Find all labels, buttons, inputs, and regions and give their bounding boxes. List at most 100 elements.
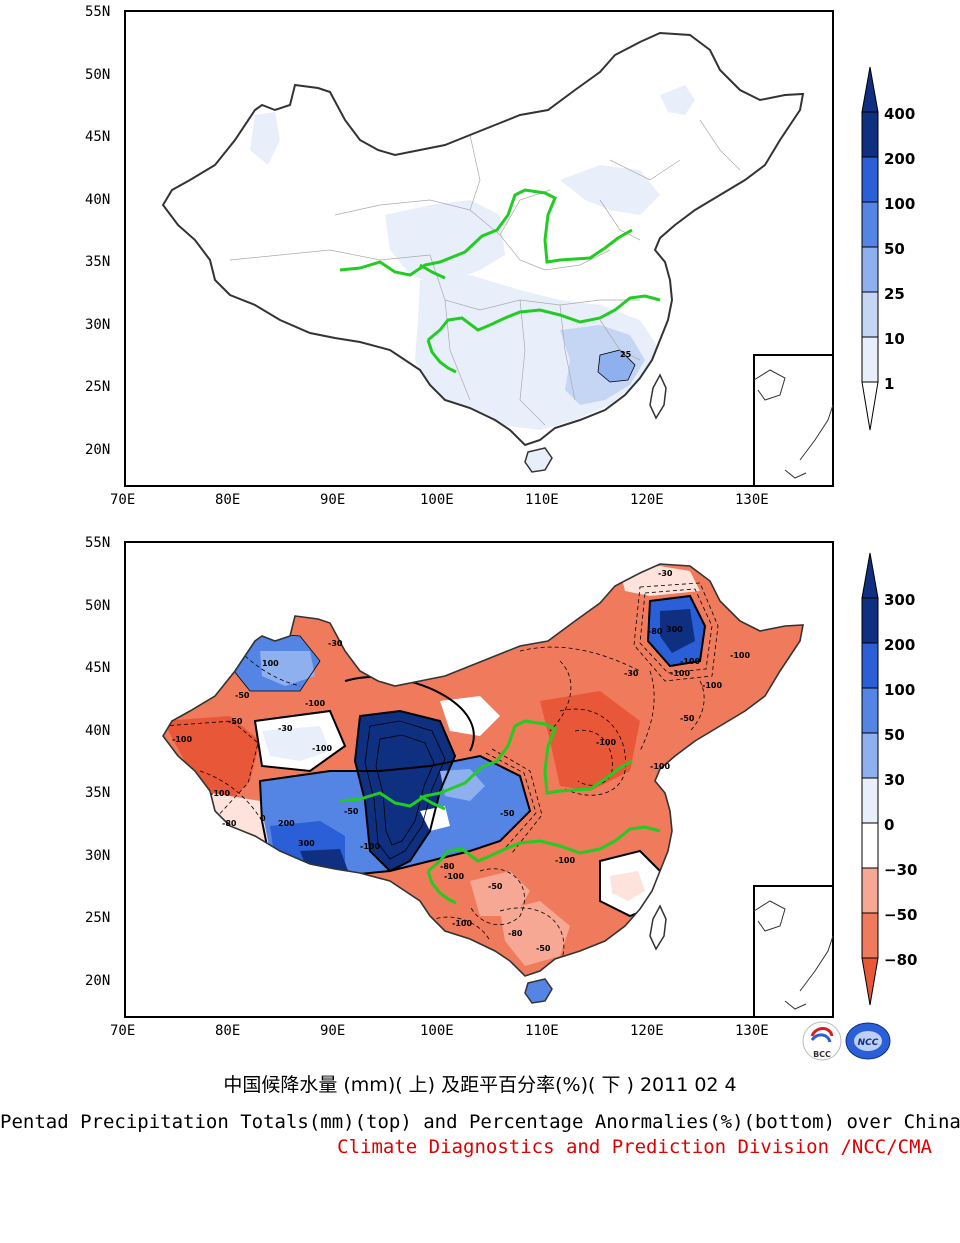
top-x-axis: 70E 80E 90E 100E 110E 120E 130E (110, 492, 769, 508)
contour-label: 300 (298, 839, 315, 848)
colorbar-label: 100 (884, 681, 915, 699)
top-contour-label: 25 (620, 350, 632, 359)
colorbar-label: 100 (884, 195, 915, 213)
contour-label: 200 (278, 819, 295, 828)
top-precip-shading (250, 85, 695, 430)
x-tick-label: 110E (525, 1023, 559, 1039)
contour-label: -80 (440, 862, 455, 871)
svg-text:BCC: BCC (813, 1050, 831, 1059)
contour-label: -100 (444, 872, 464, 881)
y-tick-label: 55N (85, 4, 110, 20)
bottom-y-axis: 55N 50N 45N 40N 35N 30N 25N 20N (85, 535, 110, 989)
chinese-title: 中国候降水量 (mm)( 上) 及距平百分率(%)( 下 ) 2011 02 4 (223, 1074, 737, 1096)
colorbar-label: 50 (884, 240, 905, 258)
y-tick-label: 55N (85, 535, 110, 551)
contour-label: -80 (222, 819, 237, 828)
x-tick-label: 70E (110, 492, 135, 508)
credit-line: Climate Diagnostics and Prediction Divis… (337, 1136, 932, 1158)
y-tick-label: 50N (85, 598, 110, 614)
y-tick-label: 30N (85, 848, 110, 864)
colorbar-label: 200 (884, 636, 915, 654)
contour-label: -100 (730, 651, 750, 660)
contour-label: -100 (172, 735, 192, 744)
y-tick-label: 30N (85, 317, 110, 333)
colorbar-label: 200 (884, 150, 915, 168)
contour-label: -50 (488, 882, 503, 891)
contour-label: -50 (344, 807, 359, 816)
contour-label: -100 (555, 856, 575, 865)
top-south-china-sea-inset (753, 354, 834, 487)
contour-label: -30 (328, 639, 343, 648)
contour-label: -100 (452, 919, 472, 928)
colorbar-label: 0 (884, 816, 894, 834)
top-province-borders (229, 119, 741, 426)
y-tick-label: 45N (85, 129, 110, 145)
contour-label: -80 (648, 627, 663, 636)
colorbar-label: 50 (884, 726, 905, 744)
x-tick-label: 100E (420, 492, 454, 508)
colorbar-label: 10 (884, 330, 905, 348)
colorbar-label: −80 (884, 951, 917, 969)
top-y-axis: 55N 50N 45N 40N 35N 30N 25N 20N (85, 4, 110, 458)
contour-label: -100 (305, 699, 325, 708)
x-tick-label: 90E (320, 1023, 345, 1039)
contour-label: -80 (508, 929, 523, 938)
bottom-anomaly-shading (163, 566, 705, 966)
colorbar-label: 1 (884, 375, 894, 393)
contour-label: -30 (278, 724, 293, 733)
contour-label: -50 (500, 809, 515, 818)
y-tick-label: 20N (85, 973, 110, 989)
x-tick-label: 110E (525, 492, 559, 508)
colorbar-label: −30 (884, 861, 917, 879)
y-tick-label: 25N (85, 910, 110, 926)
contour-label: -100 (680, 657, 700, 666)
contour-label: -50 (228, 717, 243, 726)
contour-label: 100 (262, 659, 279, 668)
bottom-rivers (338, 719, 662, 905)
contour-label: -100 (596, 738, 616, 747)
contour-label: -50 (536, 944, 551, 953)
contour-label: -100 (650, 762, 670, 771)
contour-label: -100 (360, 842, 380, 851)
contour-label: -30 (658, 569, 673, 578)
y-tick-label: 40N (85, 192, 110, 208)
contour-label: 300 (666, 625, 683, 634)
svg-text:NCC: NCC (858, 1038, 879, 1048)
top-panel: 25 55N 50N 45N 40N 35N 30N 25N 20N 70E 8… (85, 4, 915, 508)
bottom-panel: -100 -30 -80 -50 -100 300 100 -100 -50 2… (85, 535, 917, 1039)
bcc-logo: BCC (802, 1021, 842, 1061)
y-tick-label: 35N (85, 254, 110, 270)
contour-label: -50 (235, 691, 250, 700)
ncc-logo: NCC (845, 1022, 891, 1060)
contour-label: -100 (312, 744, 332, 753)
y-tick-label: 20N (85, 442, 110, 458)
x-tick-label: 80E (215, 492, 240, 508)
contour-label: -100 (210, 789, 230, 798)
x-tick-label: 130E (735, 1023, 769, 1039)
y-tick-label: 50N (85, 67, 110, 83)
x-tick-label: 120E (630, 1023, 664, 1039)
top-colorbar: 400 200 100 50 25 10 1 (861, 66, 915, 431)
x-tick-label: 80E (215, 1023, 240, 1039)
x-tick-label: 100E (420, 1023, 454, 1039)
colorbar-label: 25 (884, 285, 905, 303)
contour-label: -100 (670, 669, 690, 678)
bottom-x-axis: 70E 80E 90E 100E 110E 120E 130E (110, 1023, 769, 1039)
bottom-contour-labels: -100 -30 -80 -50 -100 300 100 -100 -50 2… (172, 569, 750, 953)
x-tick-label: 70E (110, 1023, 135, 1039)
y-tick-label: 40N (85, 723, 110, 739)
x-tick-label: 120E (630, 492, 664, 508)
contour-label: 0 (260, 814, 266, 823)
english-title: Pentad Precipitation Totals(mm)(top) and… (0, 1111, 960, 1133)
y-tick-label: 35N (85, 785, 110, 801)
y-tick-label: 25N (85, 379, 110, 395)
colorbar-label: 400 (884, 105, 915, 123)
x-tick-label: 130E (735, 492, 769, 508)
colorbar-label: −50 (884, 906, 917, 924)
colorbar-label: 300 (884, 591, 915, 609)
y-tick-label: 45N (85, 660, 110, 676)
contour-label: -30 (624, 669, 639, 678)
top-rivers (338, 188, 662, 374)
colorbar-label: 30 (884, 771, 905, 789)
